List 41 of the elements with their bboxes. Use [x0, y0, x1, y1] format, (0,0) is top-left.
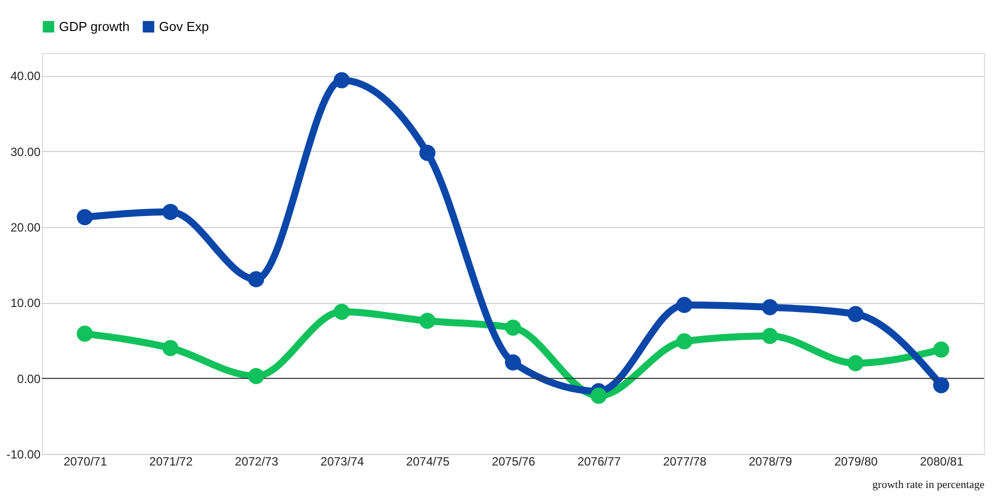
- text: growth rate in percentage: [872, 479, 985, 491]
- y-tick-label: 0.00: [17, 372, 41, 386]
- legend-label: Gov Exp: [159, 18, 209, 34]
- x-tick-label: 2080/81: [920, 454, 964, 468]
- point: [419, 144, 436, 161]
- point: [933, 377, 950, 394]
- point: [76, 326, 93, 342]
- y-tick-label: -10.00: [6, 448, 41, 462]
- point: [590, 388, 607, 404]
- point: [162, 204, 179, 220]
- point: [248, 368, 264, 384]
- y-tick-label: 30.00: [10, 144, 41, 159]
- point: [676, 333, 692, 350]
- point: [419, 312, 436, 329]
- x-tick-label: 2079/80: [834, 454, 878, 468]
- point: [334, 304, 350, 320]
- point: [248, 271, 264, 288]
- x-tick-label: 2071/72: [149, 454, 193, 468]
- x-tick-label: 2070/71: [64, 454, 108, 468]
- x-tick-label: 2078/79: [748, 454, 792, 468]
- point: [847, 355, 864, 372]
- point: [76, 209, 93, 226]
- point: [847, 306, 864, 322]
- y-tick-label: 40.00: [10, 69, 41, 84]
- x-tick-label: 2073/74: [320, 454, 364, 468]
- point: [676, 296, 692, 313]
- point: [504, 354, 522, 370]
- x-tick-label: 2076/77: [577, 454, 622, 468]
- x-tick-label: 2072/73: [234, 454, 279, 468]
- point: [162, 340, 179, 356]
- point: [334, 72, 350, 88]
- y-tick-label: 10.00: [10, 296, 41, 310]
- point: [762, 299, 778, 316]
- x-tick-label: 2075/76: [492, 454, 536, 468]
- point: [762, 328, 778, 344]
- x-tick-label: 2074/75: [406, 454, 450, 468]
- legend-label: GDP growth: [59, 18, 130, 34]
- point: [933, 342, 950, 358]
- point: [504, 320, 522, 336]
- x-tick-label: 2077/78: [663, 454, 707, 468]
- y-tick-label: 20.00: [10, 220, 41, 235]
